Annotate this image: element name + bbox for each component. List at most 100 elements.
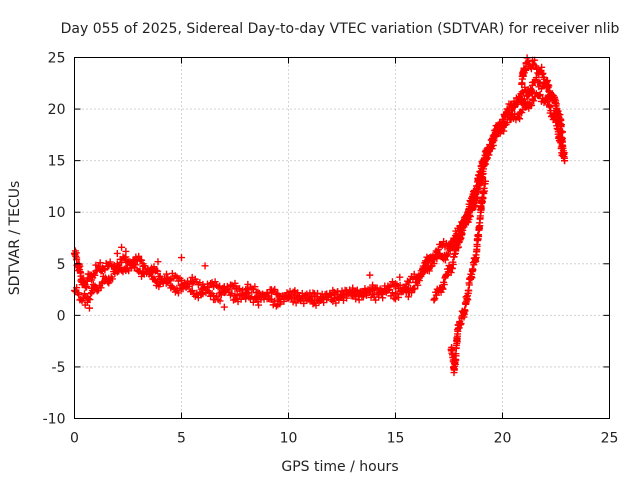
data-point: [201, 262, 209, 270]
data-point: [122, 264, 130, 272]
data-point: [291, 287, 299, 295]
data-point: [285, 294, 292, 302]
data-point: [458, 314, 466, 322]
data-point: [479, 188, 487, 196]
data-point: [404, 293, 412, 301]
data-point: [550, 113, 558, 121]
x-axis-label: GPS time / hours: [281, 459, 398, 475]
data-point: [220, 303, 228, 311]
data-point: [473, 245, 481, 253]
chart-title: Day 055 of 2025, Sidereal Day-to-day VTE…: [61, 21, 620, 37]
data-point: [528, 81, 536, 89]
data-point: [524, 58, 532, 66]
data-point: [263, 295, 271, 303]
data-point: [210, 292, 218, 300]
data-point: [355, 296, 363, 304]
data-point: [471, 258, 479, 266]
data-point: [413, 278, 421, 286]
data-point: [421, 266, 429, 274]
data-point: [148, 272, 156, 280]
data-point: [558, 138, 566, 146]
series-track-4: [447, 177, 489, 377]
data-point: [81, 301, 89, 309]
data-point: [548, 91, 556, 99]
data-point: [379, 294, 387, 302]
data-point: [402, 289, 410, 297]
data-point: [499, 118, 506, 126]
data-point: [466, 275, 474, 283]
data-point: [469, 265, 477, 273]
x-tick-label: 5: [177, 431, 186, 447]
data-point: [85, 304, 93, 312]
y-tick-label: -5: [52, 360, 66, 376]
data-point: [105, 262, 113, 270]
data-point: [528, 89, 536, 97]
data-point: [173, 287, 181, 295]
data-point: [306, 296, 314, 304]
x-tick-label: 0: [70, 431, 79, 447]
data-point: [113, 249, 121, 257]
data-point: [450, 366, 458, 374]
data-point: [370, 291, 378, 299]
y-tick-label: 0: [57, 308, 66, 324]
data-point: [460, 221, 468, 229]
data-point: [366, 271, 374, 279]
data-point: [518, 95, 526, 103]
data-point: [460, 308, 468, 316]
data-point: [178, 254, 185, 262]
data-point: [552, 102, 560, 110]
data-point: [392, 282, 399, 290]
data-point: [231, 285, 239, 293]
data-point: [338, 292, 346, 300]
data-point: [274, 291, 282, 299]
data-point: [561, 157, 569, 165]
data-point: [210, 282, 218, 290]
data-point: [242, 286, 250, 294]
data-point: [464, 213, 472, 221]
data-point: [475, 224, 483, 232]
series-bumps: [75, 243, 412, 312]
y-tick-label: 5: [57, 257, 66, 273]
data-point: [541, 95, 549, 103]
y-tick-label: 20: [48, 102, 66, 118]
data-point: [88, 289, 96, 297]
data-point: [546, 103, 554, 111]
data-point: [464, 287, 472, 295]
data-point: [396, 273, 404, 281]
data-point: [242, 295, 250, 303]
data-point: [139, 260, 147, 268]
data-point: [178, 285, 185, 293]
data-point: [430, 296, 438, 304]
data-point: [98, 279, 106, 287]
data-point: [327, 294, 335, 302]
data-point: [535, 92, 543, 100]
data-point: [469, 205, 477, 213]
data-point: [79, 295, 87, 303]
data-point: [156, 278, 164, 286]
data-point: [524, 92, 532, 100]
data-point: [113, 268, 121, 276]
data-point: [486, 144, 494, 152]
data-point: [167, 281, 175, 289]
data-point: [188, 279, 196, 287]
series-track-2: [71, 90, 566, 310]
y-tick-label: -10: [43, 412, 66, 428]
data-point: [255, 301, 263, 309]
data-point: [154, 258, 162, 266]
data-point: [456, 233, 464, 241]
data-point: [310, 299, 318, 307]
data-point: [118, 243, 126, 251]
data-point: [139, 267, 147, 275]
series-trace: [71, 90, 566, 310]
y-tick-label: 15: [48, 154, 66, 170]
data-point: [98, 264, 106, 272]
data-point: [349, 289, 357, 297]
data-point: [88, 271, 96, 279]
data-point: [537, 68, 545, 76]
data-point: [156, 272, 164, 280]
data-point: [481, 155, 489, 163]
data-point: [481, 177, 489, 185]
data-point: [188, 287, 196, 295]
data-point: [477, 175, 485, 183]
